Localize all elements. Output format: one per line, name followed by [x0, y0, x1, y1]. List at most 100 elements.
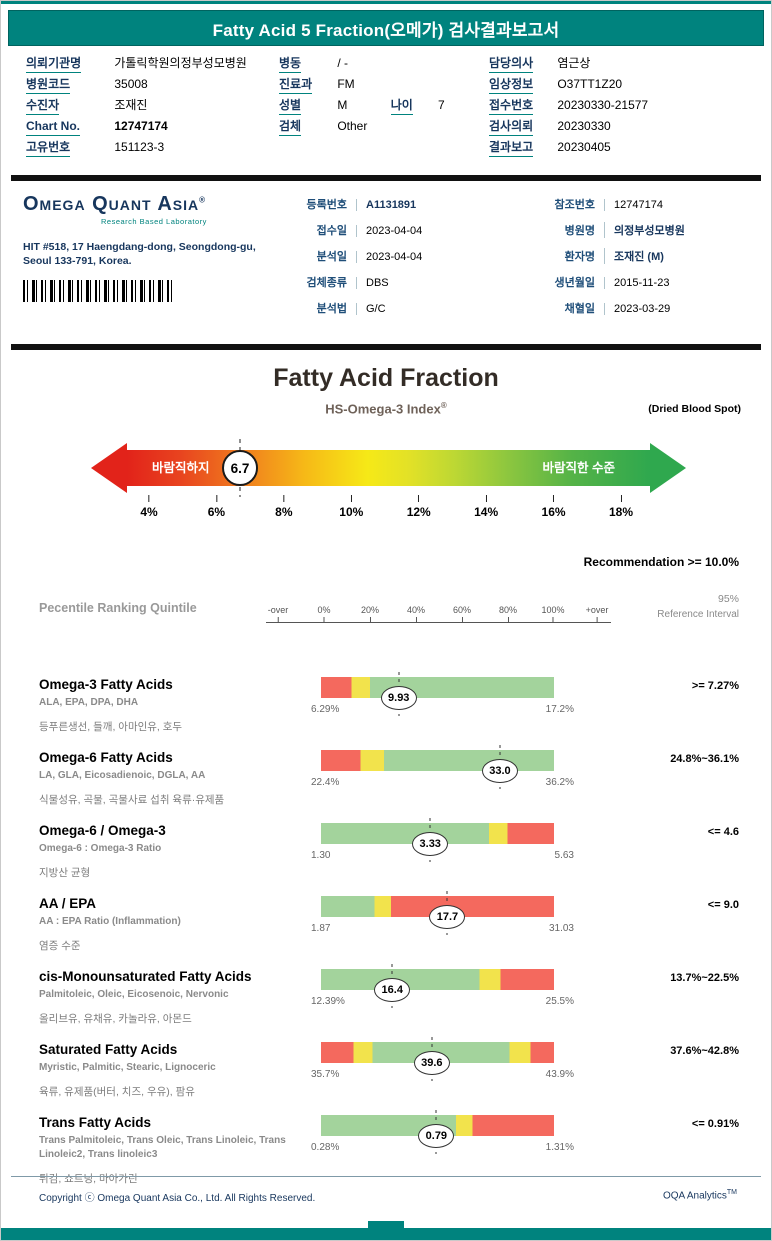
value-marker: 16.4 [374, 978, 411, 1002]
row-korean-note: 염증 수준 [39, 940, 81, 952]
report-title: Fatty Acid 5 Fraction(오메가) 검사결과보고서 [212, 20, 560, 40]
range-min: 6.29% [311, 704, 340, 715]
reference-value: 13.7%~22.5% [670, 972, 739, 984]
patient-field-row: 의뢰기관명 가톨릭학원의정부성모병원 [26, 56, 279, 73]
bottom-notch [368, 1221, 404, 1228]
reference-interval-header: 95% Reference Interval [657, 593, 739, 620]
lab-field-row: 참조번호 12747174 [527, 196, 757, 212]
patient-field-label: 병원코드 [26, 77, 71, 94]
range-max: 17.2% [545, 704, 574, 715]
row-name: Omega-6 / Omega-3 [39, 823, 166, 838]
lab-field-value: 2023-03-29 [604, 303, 670, 315]
patient-field-value: 7 [438, 98, 445, 112]
patient-field-label: 나이 [390, 98, 413, 115]
scale-mark: 20% [361, 605, 379, 623]
value-marker: 0.79 [418, 1124, 455, 1148]
patient-field-label: 수진자 [26, 98, 60, 115]
fatty-acid-row: Omega-3 Fatty Acids ALA, EPA, DPA, DHA 등… [1, 672, 771, 750]
lab-fields-right: 참조번호 12747174 병원명 의정부성모병원 환자명 조재진 (M) 생년… [527, 193, 757, 326]
fatty-acid-row: Saturated Fatty Acids Myristic, Palmitic… [1, 1037, 771, 1115]
percentile-header: Pecentile Ranking Quintile -over 0% 20% … [1, 593, 771, 627]
patient-info-section: 의뢰기관명 가톨릭학원의정부성모병원 병원코드 35008 수진자 조재진 Ch… [1, 46, 771, 163]
lab-field-row: 등록번호 A1131891 [285, 196, 527, 212]
fatty-acid-row: cis-Monounsaturated Fatty Acids Palmitol… [1, 964, 771, 1042]
laboratory-info-section: Omega Quant Asia® Research Based Laborat… [1, 181, 771, 332]
value-marker: 3.33 [412, 832, 449, 856]
value-marker: 39.6 [413, 1051, 450, 1075]
scale-mark: 0% [317, 605, 331, 623]
section-divider [11, 344, 761, 350]
patient-field-label: 결과보고 [489, 140, 534, 157]
lab-field-value: DBS [356, 277, 389, 289]
lab-field-value: A1131891 [356, 199, 416, 211]
logo-tagline: Research Based Laboratory [101, 217, 207, 226]
lab-field-row: 병원명 의정부성모병원 [527, 222, 757, 238]
patient-field-row: 임상정보 O37TT1Z20 [489, 77, 757, 94]
lab-field-row: 채혈일 2023-03-29 [527, 300, 757, 316]
lab-field-value: 조재진 (M) [604, 248, 664, 264]
row-components: Myristic, Palmitic, Stearic, Lignoceric [39, 1062, 216, 1073]
omega-quant-logo: Omega Quant Asia® [23, 193, 207, 215]
subtitle-row: HS-Omega-3 Index® (Dried Blood Spot) [1, 401, 771, 419]
reference-value: <= 9.0 [707, 899, 739, 911]
row-name: Omega-6 Fatty Acids [39, 750, 173, 765]
patient-field-row: 검사의뢰 20230330 [489, 119, 757, 136]
patient-field-row: 접수번호 20230330-21577 [489, 98, 757, 115]
patient-field-row: 수진자 조재진 [26, 98, 279, 115]
row-korean-note: 지방산 균형 [39, 867, 91, 879]
patient-field-value: M [337, 98, 348, 112]
patient-field-label: Chart No. [26, 119, 80, 136]
range-max: 25.5% [545, 996, 574, 1007]
row-components: Omega-6 : Omega-3 Ratio [39, 843, 162, 854]
reference-value: <= 4.6 [707, 826, 739, 838]
patient-field-label: 검체 [279, 119, 302, 136]
lab-field-label: 등록번호 [306, 199, 347, 211]
row-name: AA / EPA [39, 896, 97, 911]
patient-field-value: 12747174 [114, 119, 168, 133]
quintile-bar [321, 750, 554, 771]
range-min: 0.28% [311, 1142, 340, 1153]
omega3-index-gauge: 바람직하지 바람직한 수준 6.7 4% 6% 8% 10% 12% 14% 1… [91, 439, 686, 535]
quintile-bar [321, 969, 554, 990]
row-name: cis-Monounsaturated Fatty Acids [39, 969, 252, 984]
patient-field-row: Chart No. 12747174 [26, 119, 279, 136]
percentile-scale: -over 0% 20% 40% 60% 80% 100% +over [266, 595, 611, 623]
value-marker: 9.93 [380, 686, 417, 710]
fatty-acid-row: Omega-6 / Omega-3 Omega-6 : Omega-3 Rati… [1, 818, 771, 896]
lab-field-row: 생년월일 2015-11-23 [527, 274, 757, 290]
copyright-text: Copyright ⓒ Omega Quant Asia Co., Ltd. A… [39, 1193, 316, 1204]
patient-field-label: 의뢰기관명 [26, 56, 82, 73]
arrow-right-head [650, 443, 686, 493]
report-footer: Copyright ⓒ Omega Quant Asia Co., Ltd. A… [11, 1176, 761, 1204]
quintile-title: Pecentile Ranking Quintile [39, 601, 197, 615]
barcode [23, 280, 173, 302]
patient-field-value: 20230405 [557, 140, 611, 154]
lab-field-label: 검체종류 [306, 277, 347, 289]
patient-field-row: 결과보고 20230405 [489, 140, 757, 157]
row-components: AA : EPA Ratio (Inflammation) [39, 916, 181, 927]
gauge-tick: 6% [208, 495, 225, 519]
lab-field-label: 환자명 [564, 251, 595, 263]
range-max: 1.31% [545, 1142, 574, 1153]
gauge-tick: 4% [140, 495, 158, 519]
scale-mark: 100% [541, 605, 565, 623]
patient-col-mid: 병동 / - 진료과 FM 성별 M 나이 7 검체 Other [279, 56, 489, 161]
reference-value: <= 0.91% [691, 1118, 739, 1130]
lab-fields-left: 등록번호 A1131891 접수일 2023-04-04 분석일 2023-04… [285, 193, 527, 326]
dried-blood-spot-note: (Dried Blood Spot) [648, 403, 741, 415]
lab-field-row: 접수일 2023-04-04 [285, 222, 527, 238]
lab-field-value: 2023-04-04 [356, 251, 422, 263]
row-name: Saturated Fatty Acids [39, 1042, 178, 1057]
scale-mark: 60% [453, 605, 471, 623]
lab-field-value: 12747174 [604, 199, 663, 211]
scale-baseline [266, 622, 611, 623]
gauge-tick: 18% [609, 495, 633, 519]
row-korean-note: 육류, 유제품(버터, 치즈, 우유), 팜유 [39, 1086, 195, 1098]
gauge-value-marker: 6.7 [222, 450, 259, 486]
gauge-gradient-body: 바람직하지 바람직한 수준 [127, 450, 650, 486]
index-subtitle: HS-Omega-3 Index® [325, 401, 447, 417]
reference-value: >= 7.27% [691, 680, 739, 692]
patient-field-row: 고유번호 151123-3 [26, 140, 279, 157]
range-max: 31.03 [548, 923, 574, 934]
gauge-axis: 4% 6% 8% 10% 12% 14% 16% 18% [140, 495, 633, 525]
